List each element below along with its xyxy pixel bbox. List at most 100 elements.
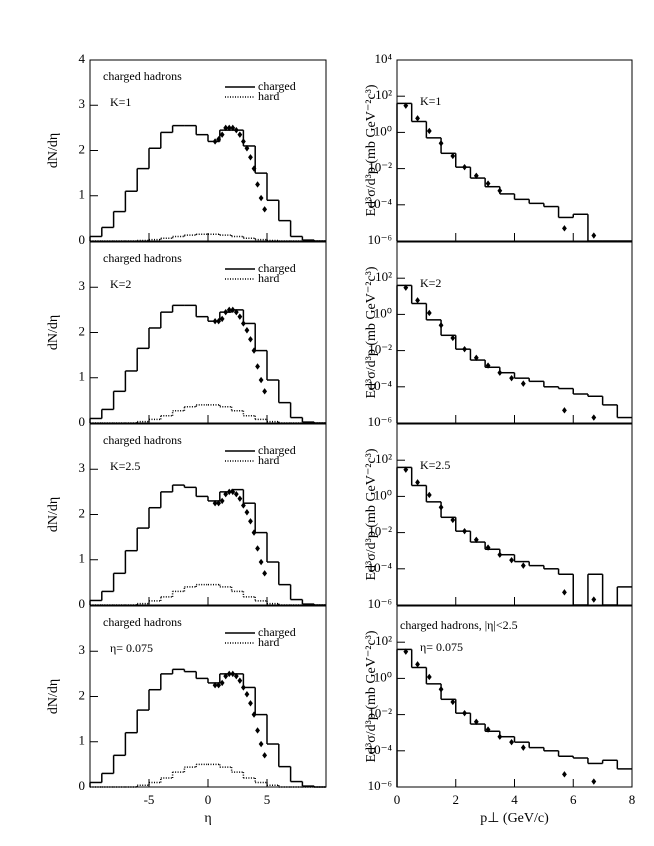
data-point [223,672,229,680]
panel-frame [396,59,633,242]
annotation: K=2.5 [420,458,450,472]
data-point [237,495,243,502]
x-tick-label: 2 [453,792,460,807]
annotation: η= 0.075 [420,640,463,654]
data-point [415,115,420,122]
data-point [219,315,225,323]
legend-label: hard [258,89,279,103]
y-tick-label: 2 [79,505,86,520]
data-point [403,284,409,291]
data-point [562,589,567,596]
data-point [212,138,218,145]
y-tick-label: 10⁻² [368,160,392,175]
data-point [216,135,222,143]
data-point [438,686,444,693]
annotation: charged hadrons, |η|<2.5 [400,618,518,632]
y-tick-label: 1 [79,551,86,566]
data-point [248,518,253,525]
data-point [485,362,491,369]
data-point [233,672,239,680]
data-point [562,407,567,414]
data-point [251,711,257,718]
y-axis-label: Ed³σ/d³p (mb GeV⁻²c³) [364,448,379,580]
data-point [241,138,246,145]
y-tick-label: 2 [79,323,86,338]
legend-label: charged [258,443,296,457]
data-point [216,681,222,689]
y-tick-label: 10² [375,451,392,466]
data-point [450,698,456,706]
data-point [212,317,218,325]
y-tick-label: 10⁰ [374,305,392,320]
y-tick-label: 0 [79,596,86,611]
legend-label: hard [258,635,279,649]
data-point [212,681,218,689]
y-tick-label: 10² [375,269,392,284]
data-point [230,670,236,678]
data-point [462,345,467,353]
y-tick-label: 10² [375,633,392,648]
data-point [230,306,236,314]
data-point [426,309,432,317]
data-point [485,180,491,187]
y-tick-label: 2 [79,141,86,156]
data-point [462,163,467,171]
y-tick-label: 0 [79,232,86,247]
data-point [251,529,257,536]
data-point [216,499,222,507]
data-point [255,727,260,734]
data-point [520,380,526,387]
data-point [226,670,232,678]
data-point [591,414,597,421]
data-point [255,363,260,370]
data-point [426,673,432,681]
data-point [262,570,268,577]
y-tick-label: 10⁰ [374,669,392,684]
x-tick-label: 0 [394,792,401,807]
data-point [473,354,479,362]
data-point [415,297,420,304]
y-axis-label: dN/dη [46,679,61,714]
x-tick-label: 4 [511,792,518,807]
y-axis-label: Ed³σ/d³p (mb GeV⁻²c³) [364,630,379,762]
data-point [251,347,257,354]
data-point [591,778,597,785]
y-tick-label: 1 [79,369,86,384]
data-point [591,232,597,239]
y-tick-label: 10⁻⁴ [368,196,393,211]
y-tick-label: 10⁻² [368,342,392,357]
y-axis-label: dN/dη [46,497,61,532]
y-axis-label: Ed³σ/d³p (mb GeV⁻²c³) [364,84,379,216]
y-tick-label: 10⁻² [368,524,392,539]
data-point [509,738,514,746]
data-point [591,596,597,603]
data-point [255,545,260,552]
data-point [241,684,246,691]
data-point [403,648,409,655]
data-point [226,124,232,132]
data-point [237,313,243,320]
y-tick-label: 3 [79,460,86,475]
y-tick-label: 10⁴ [374,51,392,66]
annotation: K=2.5 [110,459,140,473]
data-point [497,187,503,194]
x-tick-label: -5 [144,792,155,807]
data-point [497,551,503,558]
y-tick-label: 10⁻⁶ [368,232,392,247]
data-point [438,140,444,147]
legend-label: charged [258,79,296,93]
data-point [426,127,432,135]
y-tick-label: 1 [79,187,86,202]
annotation: η= 0.075 [110,641,153,655]
panel-frame [396,423,633,606]
data-point [258,558,264,566]
data-point [438,322,444,329]
legend-label: hard [258,453,279,467]
data-point [509,556,514,564]
y-tick-label: 10⁻⁶ [368,596,392,611]
annotation: K=1 [110,95,131,109]
data-point [219,679,225,687]
data-point [212,499,218,507]
y-tick-label: 10² [375,87,392,102]
y-axis-label: dN/dη [46,133,61,168]
